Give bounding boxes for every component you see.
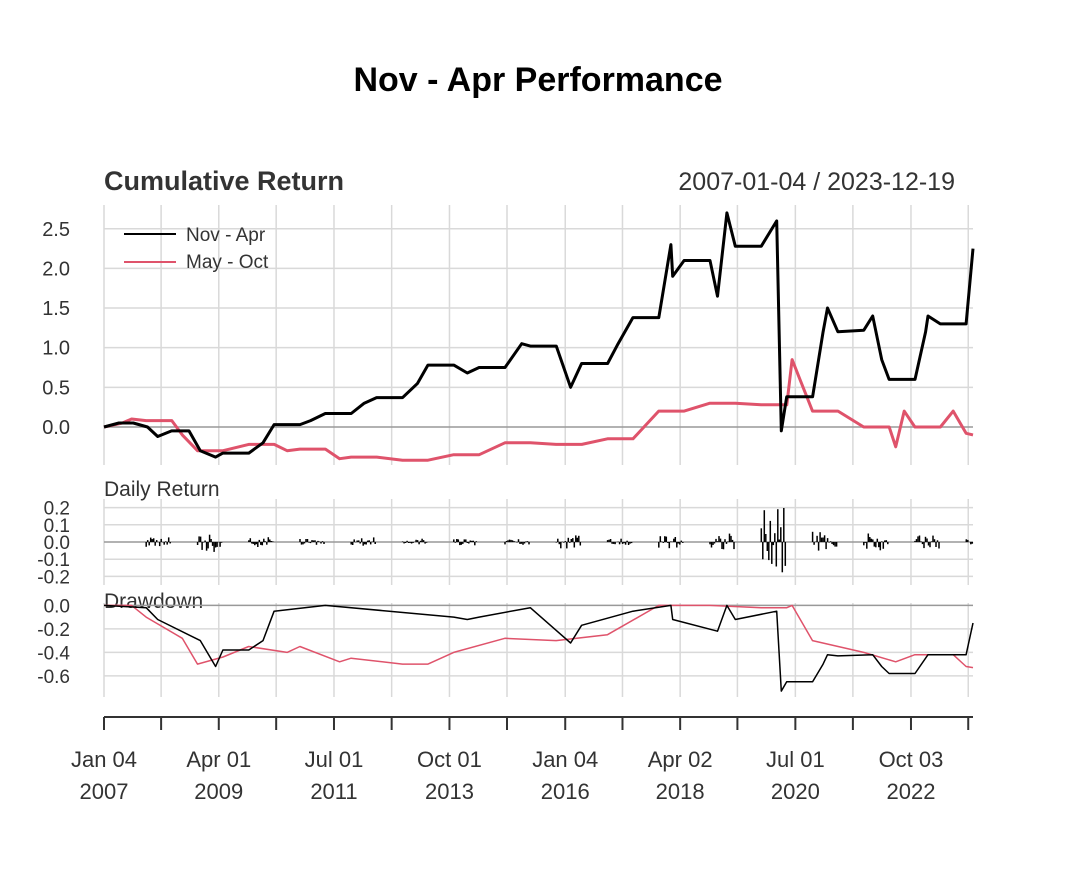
axis-layer: 0.00.51.01.52.02.50.20.10.0-0.1-0.20.0-0… xyxy=(37,219,973,804)
x-tick-label: Apr 02 xyxy=(648,747,713,772)
legend: Nov - Apr May - Oct xyxy=(124,225,269,273)
y-tick-label: -0.2 xyxy=(37,567,70,588)
drawdown-line-nov-apr xyxy=(103,604,974,692)
grid-layer xyxy=(103,205,973,697)
x-tick-year-label: 2009 xyxy=(194,779,243,804)
drawdown-panel-title: Drawdown xyxy=(104,590,203,613)
x-tick-year-label: 2011 xyxy=(310,779,357,804)
y-tick-label: 2.0 xyxy=(42,258,70,280)
drawdown-line-may-oct xyxy=(104,604,974,669)
cumulative-panel-title: Cumulative Return xyxy=(104,166,344,196)
y-tick-label: 0.2 xyxy=(44,499,70,520)
y-tick-label: 0.0 xyxy=(42,417,70,439)
x-tick-year-label: 2007 xyxy=(80,779,129,804)
x-tick-label: Apr 01 xyxy=(186,747,251,772)
legend-label-nov-apr: Nov - Apr xyxy=(186,225,266,246)
x-tick-year-label: 2022 xyxy=(887,779,936,804)
x-tick-label: Oct 03 xyxy=(879,747,944,772)
y-tick-label: 0.5 xyxy=(42,377,70,399)
legend-label-may-oct: May - Oct xyxy=(186,252,269,273)
y-tick-label: 1.5 xyxy=(42,298,70,320)
date-range-label: 2007-01-04 / 2023-12-19 xyxy=(678,168,955,196)
y-tick-label: -0.2 xyxy=(37,620,70,641)
x-tick-label: Jul 01 xyxy=(766,747,825,772)
daily-return-panel-title: Daily Return xyxy=(104,478,220,501)
series-layer xyxy=(103,211,975,692)
y-tick-label: 0.0 xyxy=(44,533,70,554)
series-line-may-oct xyxy=(103,358,974,462)
x-tick-label: Jan 04 xyxy=(532,747,598,772)
y-tick-label: -0.4 xyxy=(37,643,70,664)
y-tick-label: 0.0 xyxy=(44,596,70,617)
x-tick-year-label: 2020 xyxy=(771,779,820,804)
x-tick-year-label: 2018 xyxy=(656,779,705,804)
x-tick-label: Jul 01 xyxy=(305,747,364,772)
x-tick-label: Oct 01 xyxy=(417,747,482,772)
x-tick-year-label: 2016 xyxy=(541,779,590,804)
x-tick-label: Jan 04 xyxy=(71,747,137,772)
chart-title: Nov - Apr Performance xyxy=(353,61,722,99)
y-tick-label: -0.6 xyxy=(37,667,70,688)
x-tick-year-label: 2013 xyxy=(425,779,474,804)
y-tick-label: 1.0 xyxy=(42,338,70,360)
y-tick-label: 0.1 xyxy=(44,516,70,537)
series-line-nov-apr xyxy=(103,211,975,459)
y-tick-label: 2.5 xyxy=(42,219,70,241)
y-tick-label: -0.1 xyxy=(37,550,70,571)
